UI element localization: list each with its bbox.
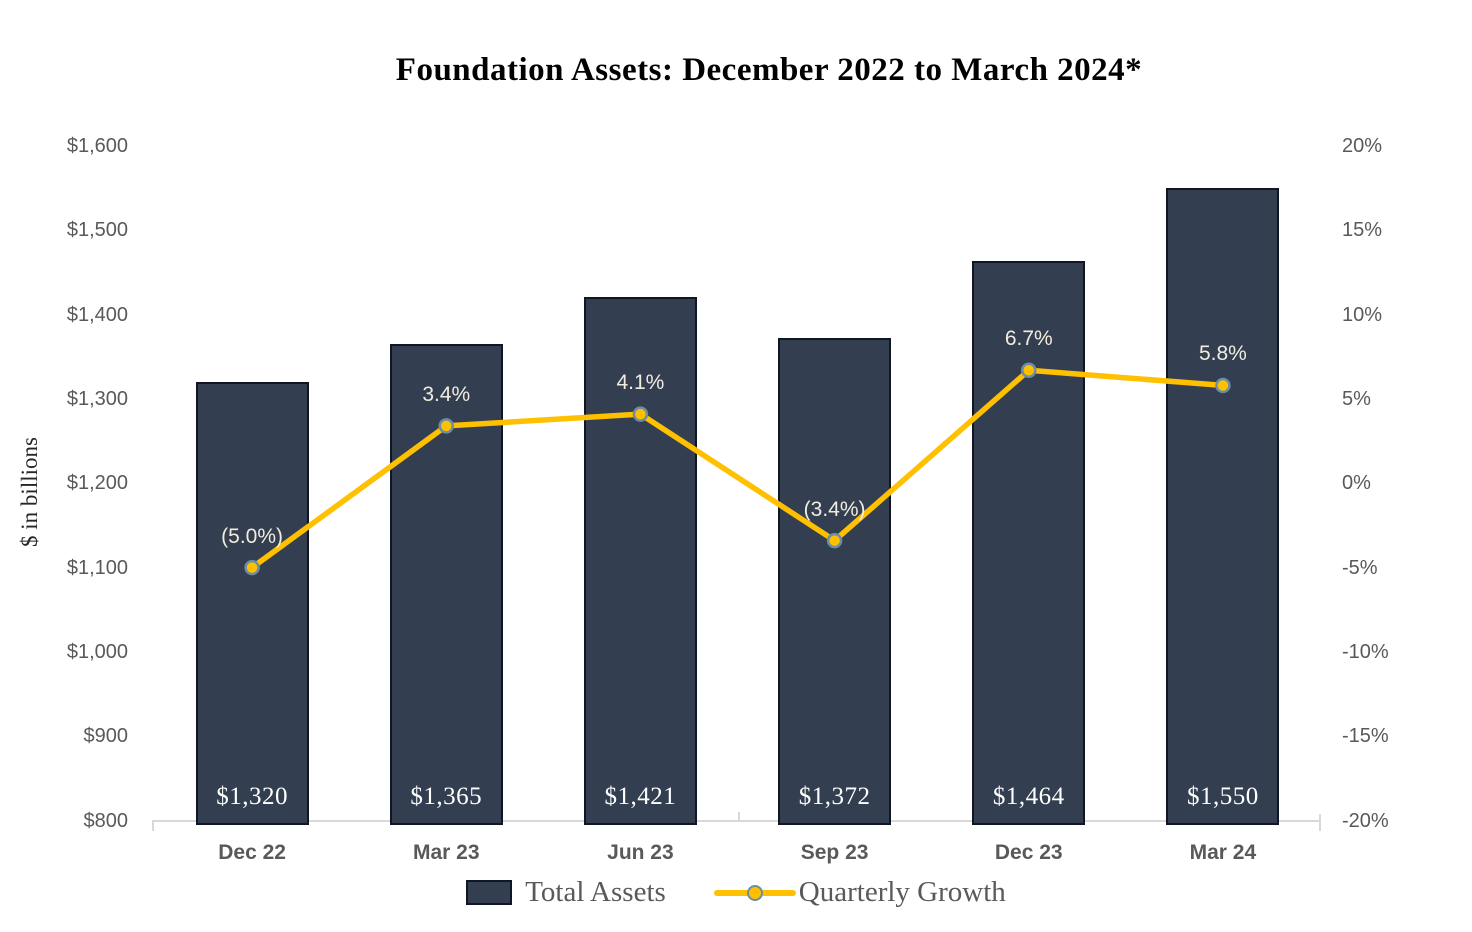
total-assets-swatch-icon xyxy=(466,880,513,905)
bar-value-label: $1,320 xyxy=(216,783,288,810)
right-axis-tick-label: 15% xyxy=(1342,219,1383,242)
x-category-label: Dec 22 xyxy=(218,841,286,864)
x-category-label: Dec 23 xyxy=(994,841,1063,864)
total-assets-bar xyxy=(195,382,309,825)
legend-item-total-assets: Total Assets xyxy=(466,876,666,909)
growth-point-label: 5.8% xyxy=(1198,342,1247,366)
x-axis-tick-mark xyxy=(152,820,154,831)
bar-value-label: $1,365 xyxy=(410,783,483,810)
left-axis-tick-label: $800 xyxy=(83,809,129,832)
right-axis-tick-label: 20% xyxy=(1342,135,1383,157)
growth-point-label: 3.4% xyxy=(422,382,471,406)
right-axis-tick-label: -20% xyxy=(1342,809,1389,832)
bar-value-label: $1,464 xyxy=(992,783,1065,810)
left-axis-tick-label: $1,100 xyxy=(66,556,128,579)
legend-label-quarterly-growth: Quarterly Growth xyxy=(798,876,1006,908)
left-axis-tick-label: $1,300 xyxy=(66,387,128,410)
right-axis-tick-label: 0% xyxy=(1342,472,1371,495)
growth-point-label: 6.7% xyxy=(1004,327,1053,351)
bar-value-label: $1,372 xyxy=(798,783,871,810)
growth-point-label: 4.1% xyxy=(616,371,665,395)
x-category-label: Jun 23 xyxy=(607,841,674,864)
legend-item-quarterly-growth: Quarterly Growth xyxy=(713,876,1006,909)
chart-title: Foundation Assets: December 2022 to Marc… xyxy=(395,52,1143,88)
x-category-label: Mar 24 xyxy=(1189,841,1257,864)
x-axis-tick-mark xyxy=(1319,813,1321,831)
legend-label-total-assets: Total Assets xyxy=(525,876,666,908)
bar-value-label: $1,550 xyxy=(1187,783,1259,810)
growth-point-label: (5.0%) xyxy=(221,524,283,548)
legend-line-marker-icon xyxy=(746,884,763,901)
x-category-label: Mar 23 xyxy=(412,841,480,864)
total-assets-bar xyxy=(1166,188,1280,825)
left-axis-tick-label: $1,600 xyxy=(66,135,128,157)
total-assets-bar xyxy=(389,344,503,825)
right-axis-tick-label: -5% xyxy=(1342,556,1378,579)
left-axis-tick-label: $1,400 xyxy=(66,303,128,326)
quarterly-growth-swatch-icon xyxy=(713,882,796,904)
left-axis-tick-label: $900 xyxy=(83,725,129,748)
right-axis-tick-label: 5% xyxy=(1342,387,1371,410)
chart-legend: Total Assets Quarterly Growth xyxy=(0,876,1472,909)
growth-point-label: (3.4%) xyxy=(803,497,866,521)
x-category-label: Sep 23 xyxy=(800,841,869,864)
x-axis-line xyxy=(152,819,1320,822)
right-axis-tick-label: -10% xyxy=(1342,640,1389,663)
left-axis-tick-label: $1,200 xyxy=(66,472,128,495)
total-assets-bar xyxy=(778,338,892,825)
x-axis-tick-mark xyxy=(737,811,740,821)
left-axis-tick-label: $1,500 xyxy=(66,219,128,242)
left-axis-tick-label: $1,000 xyxy=(66,640,128,663)
bar-value-label: $1,421 xyxy=(604,783,677,810)
right-axis-tick-label: -15% xyxy=(1342,725,1389,748)
right-axis-tick-label: 10% xyxy=(1342,303,1383,326)
